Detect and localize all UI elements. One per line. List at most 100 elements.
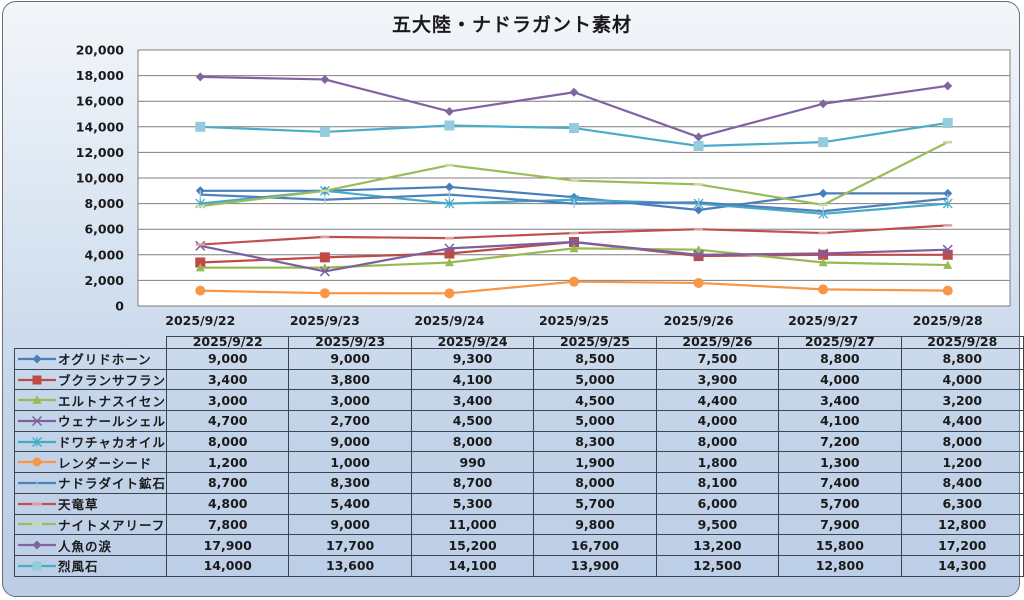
data-point-marker	[693, 277, 704, 288]
data-point-marker	[943, 81, 953, 91]
data-point-marker	[818, 257, 828, 267]
table-cell: 8,800	[900, 348, 1024, 370]
table-cell: 5,300	[410, 492, 535, 515]
table-cell: 4,000	[778, 368, 902, 391]
data-point-marker	[32, 457, 42, 467]
table-cell: 3,900	[655, 368, 780, 391]
y-tick-label: 18,000	[76, 68, 125, 83]
data-point-marker	[195, 121, 206, 132]
data-point-marker	[569, 123, 579, 134]
y-tick-label: 4,000	[84, 247, 124, 262]
table-cell: 8,100	[655, 472, 780, 494]
legend-entry: 烈風石	[13, 554, 168, 577]
data-point-marker	[444, 243, 455, 254]
table-cell: 5,400	[288, 492, 412, 515]
y-tick-label: 0	[115, 299, 124, 314]
table-row: ドワチャカオイル 8,000 9,000 8,000 8,300 8,000 7,200 8,…	[13, 430, 1024, 453]
legend-entry: 人魚の涙	[13, 534, 168, 556]
x-tick-label: 2025/9/27	[788, 313, 858, 328]
table-cell: 12,500	[655, 554, 780, 577]
table-cell: 2,700	[288, 410, 412, 432]
legend-key-icon	[18, 502, 56, 505]
data-point-marker	[942, 285, 953, 296]
legend-key-icon	[18, 415, 56, 426]
legend-key-icon	[18, 354, 56, 364]
table-cell: 3,400	[166, 368, 290, 391]
table-cell: 4,500	[410, 410, 535, 432]
table-cell: 7,200	[778, 430, 902, 453]
y-tick-label: 20,000	[76, 43, 125, 58]
table-cell: 1,800	[655, 451, 780, 474]
legend-entry: ナイトメアリーフ	[13, 513, 168, 536]
table-cell: 5,000	[533, 368, 657, 391]
data-table: 2025/9/22 2025/9/23 2025/9/24 2025/9/25 2025…	[13, 335, 1024, 577]
table-column-header: 2025/9/27	[778, 335, 902, 349]
data-point-marker	[444, 288, 455, 299]
legend-entry: ブクランサフラン	[13, 368, 168, 391]
table-cell: 4,800	[166, 492, 290, 515]
data-point-marker	[694, 132, 704, 142]
table-cell: 7,400	[778, 472, 902, 494]
x-tick-label: 2025/9/23	[290, 313, 360, 328]
legend-key-icon	[18, 457, 56, 467]
table-cell: 1,200	[900, 451, 1024, 474]
data-point-marker	[444, 257, 454, 267]
data-point-marker	[32, 375, 42, 385]
table-row: 烈風石 14,000 13,600 14,100 13,900 12,500 12,800 1…	[13, 554, 1024, 577]
gridlines	[138, 49, 1010, 307]
legend-key-icon	[18, 478, 56, 488]
data-point-marker	[942, 244, 953, 255]
series-3	[195, 243, 953, 272]
table-cell: 9,500	[655, 513, 780, 536]
data-point-marker	[195, 72, 205, 82]
legend-label: オグリドホーン	[58, 352, 152, 368]
data-point-marker	[693, 141, 704, 151]
table-row: オグリドホーン 9,000 9,000 9,300 8,500 7,500 8,800 8,8…	[13, 348, 1024, 370]
table-cell: 8,300	[288, 472, 412, 494]
x-tick-label: 2025/9/28	[913, 313, 983, 328]
legend-key-icon	[18, 436, 56, 447]
series-8	[195, 224, 953, 246]
table-cell: 8,800	[778, 348, 902, 370]
table-cell: 8,400	[900, 472, 1024, 494]
table-column-header: 2025/9/22	[166, 335, 290, 349]
table-cell: 8,500	[533, 348, 657, 370]
table-cell: 17,200	[900, 534, 1024, 556]
table-cell: 3,000	[288, 389, 412, 412]
data-point-marker	[568, 236, 580, 248]
y-tick-label: 2,000	[84, 273, 124, 288]
data-point-marker	[942, 249, 953, 260]
data-point-marker	[444, 120, 455, 131]
data-point-marker	[32, 561, 42, 571]
table-header-row: 2025/9/22 2025/9/23 2025/9/24 2025/9/25 2025…	[14, 335, 1024, 349]
data-point-marker	[569, 87, 579, 97]
table-row: 天竜草 4,800 5,400 5,300 5,700 6,000 5,700 6,300	[13, 492, 1024, 515]
table-cell: 4,000	[900, 368, 1024, 391]
table-cell: 1,300	[778, 451, 902, 474]
data-point-marker	[31, 415, 43, 426]
table-cell: 990	[410, 451, 535, 474]
table-column-header: 2025/9/23	[288, 335, 412, 349]
data-point-marker	[444, 198, 455, 209]
x-axis-ticks: 2025/9/22 2025/9/23 2025/9/24 2025/9/25 2025…	[165, 313, 982, 328]
data-point-marker	[694, 245, 704, 254]
table-cell: 8,000	[166, 430, 290, 453]
data-point-marker	[818, 99, 828, 109]
legend-entry: オグリドホーン	[13, 348, 168, 370]
table-cell: 5,000	[533, 410, 657, 432]
table-cell: 1,200	[166, 451, 290, 474]
legend-label: 烈風石	[58, 559, 99, 575]
data-point-marker	[319, 288, 330, 299]
table-row: ナドラダイト鉱石 8,700 8,300 8,700 8,000 8,100 7,400 8,…	[13, 472, 1024, 494]
table-cell: 5,700	[778, 492, 902, 515]
table-cell: 4,000	[655, 410, 780, 432]
y-tick-label: 8,000	[84, 196, 124, 211]
series-6	[195, 276, 953, 299]
data-point-marker	[195, 285, 206, 296]
table-row: ナイトメアリーフ 7,800 9,000 11,000 9,800 9,500 7,900 1…	[13, 513, 1024, 536]
data-point-marker	[444, 248, 455, 259]
series-4	[195, 236, 953, 277]
table-cell: 4,700	[166, 410, 290, 432]
data-point-marker	[693, 249, 704, 260]
